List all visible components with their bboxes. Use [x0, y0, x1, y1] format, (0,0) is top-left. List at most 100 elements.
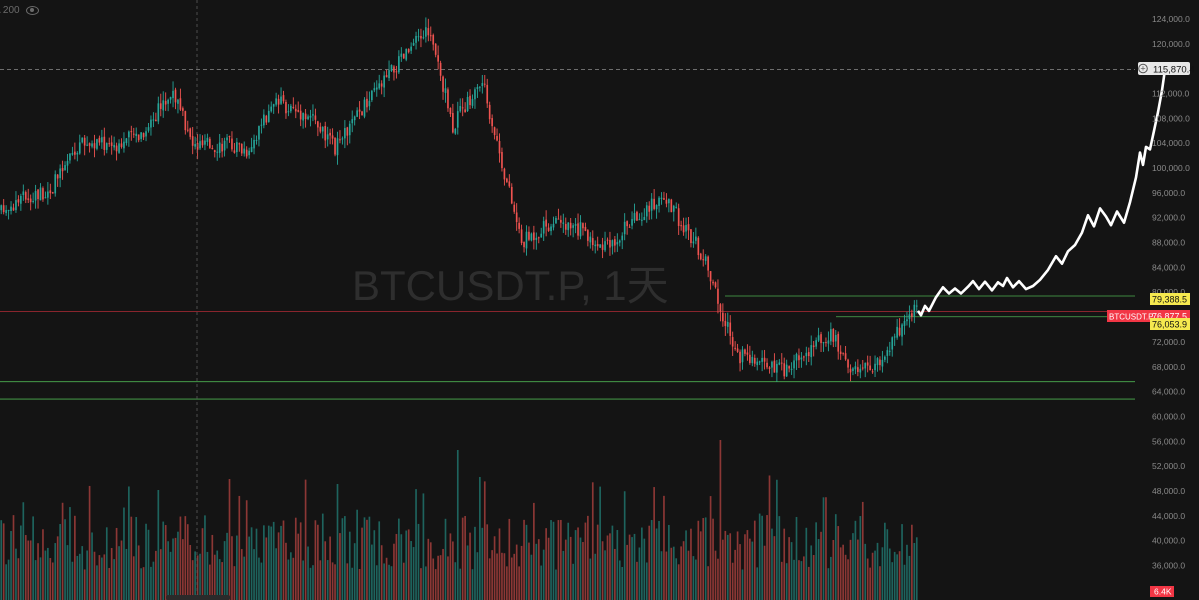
volume-bar	[145, 523, 147, 600]
candle-body	[371, 90, 373, 101]
candle-body	[611, 240, 614, 247]
volume-bar	[390, 566, 393, 600]
volume-bar	[110, 548, 113, 600]
volume-bar	[670, 547, 673, 600]
candle-body	[415, 35, 417, 43]
candle-body	[513, 204, 516, 212]
volume-bar	[81, 546, 84, 600]
volume-bar	[746, 530, 749, 600]
volume-bar	[778, 516, 781, 600]
candle-body	[157, 103, 160, 122]
volume-bar	[744, 534, 746, 600]
candle-body	[110, 142, 113, 146]
axis-tick-label: 112,000.0	[1152, 89, 1189, 99]
candle-body	[159, 103, 162, 109]
candle-body	[520, 229, 523, 244]
candle-body	[341, 138, 344, 140]
candle-body	[587, 230, 589, 241]
candle-body	[459, 106, 462, 112]
candle-body	[86, 144, 88, 146]
volume-bar	[420, 568, 422, 600]
candle-body	[186, 129, 189, 131]
volume-bar	[822, 497, 825, 600]
candle-body	[88, 143, 91, 146]
volume-bar	[876, 542, 879, 600]
candle-body	[15, 200, 17, 211]
candle-body	[155, 119, 157, 122]
indicator-legend[interactable]: A 200	[0, 5, 39, 16]
candle-body	[309, 115, 312, 118]
eye-icon[interactable]	[25, 6, 39, 15]
volume-bar	[768, 475, 771, 600]
candle-body	[12, 207, 15, 211]
volume-bar	[159, 549, 162, 600]
volume-bar	[218, 559, 221, 600]
volume-bar	[371, 544, 373, 600]
candle-body	[282, 95, 285, 102]
volume-bar	[71, 561, 74, 600]
candle-body	[800, 357, 803, 360]
volume-bar	[849, 539, 852, 600]
volume-bar	[312, 565, 314, 600]
candle-body	[766, 362, 768, 368]
volume-bar	[34, 560, 37, 600]
candle-body	[91, 143, 93, 147]
volume-bar	[783, 528, 786, 600]
volume-bar	[186, 524, 189, 600]
volume-bar	[884, 522, 886, 600]
volume-bar	[275, 548, 277, 600]
volume-bar	[358, 568, 361, 600]
volume-bar	[307, 546, 309, 600]
volume-bar	[459, 568, 462, 600]
volume-bar	[763, 545, 766, 600]
candle-body	[803, 356, 805, 358]
volume-bar	[324, 541, 327, 600]
candle-body	[874, 363, 876, 371]
volume-bar	[209, 564, 211, 600]
volume-bar	[501, 552, 503, 600]
candle-body	[331, 135, 334, 139]
candle-body	[24, 192, 27, 200]
resistance-value: 79,388.5	[1152, 295, 1187, 305]
volume-bar	[42, 529, 44, 600]
candle-body	[412, 43, 415, 46]
volume-bar	[466, 545, 469, 600]
candle-body	[672, 205, 675, 212]
volume-bar	[614, 548, 616, 600]
candle-body	[594, 244, 597, 247]
candle-body	[783, 363, 786, 377]
candle-body	[864, 362, 867, 369]
volume-bar	[515, 544, 518, 600]
volume-bar	[442, 548, 444, 600]
candle-body	[908, 314, 911, 320]
volume-bar	[277, 532, 280, 600]
candle-body	[584, 226, 587, 231]
candle-body	[537, 237, 540, 239]
candle-body	[876, 358, 879, 366]
current-price-value: 76,877.5	[1152, 312, 1187, 322]
volume-bar	[685, 530, 687, 600]
candle-body	[2, 205, 5, 213]
volume-bar	[800, 561, 803, 600]
volume-bar	[280, 525, 282, 600]
volume-bar	[91, 532, 93, 600]
candle-body	[525, 231, 528, 249]
volume-bar	[628, 534, 631, 600]
candle-body	[211, 148, 214, 150]
candle-body	[454, 128, 457, 134]
candle-body	[753, 357, 756, 364]
volume-bar	[398, 518, 400, 600]
volume-bar	[879, 566, 881, 600]
volume-bar	[861, 501, 864, 600]
candle-body	[483, 83, 486, 85]
candle-body	[724, 320, 727, 327]
time-scrollbar[interactable]	[166, 595, 230, 600]
candle-body	[596, 244, 599, 247]
price-axis[interactable]: 124,000.0 120,000.0 112,000.0 108,000.0 104,…	[1152, 14, 1190, 570]
volume-bar	[155, 550, 157, 600]
candle-body	[815, 340, 817, 347]
candle-body	[184, 111, 187, 131]
candle-body	[572, 225, 574, 228]
volume-bar	[461, 517, 464, 600]
